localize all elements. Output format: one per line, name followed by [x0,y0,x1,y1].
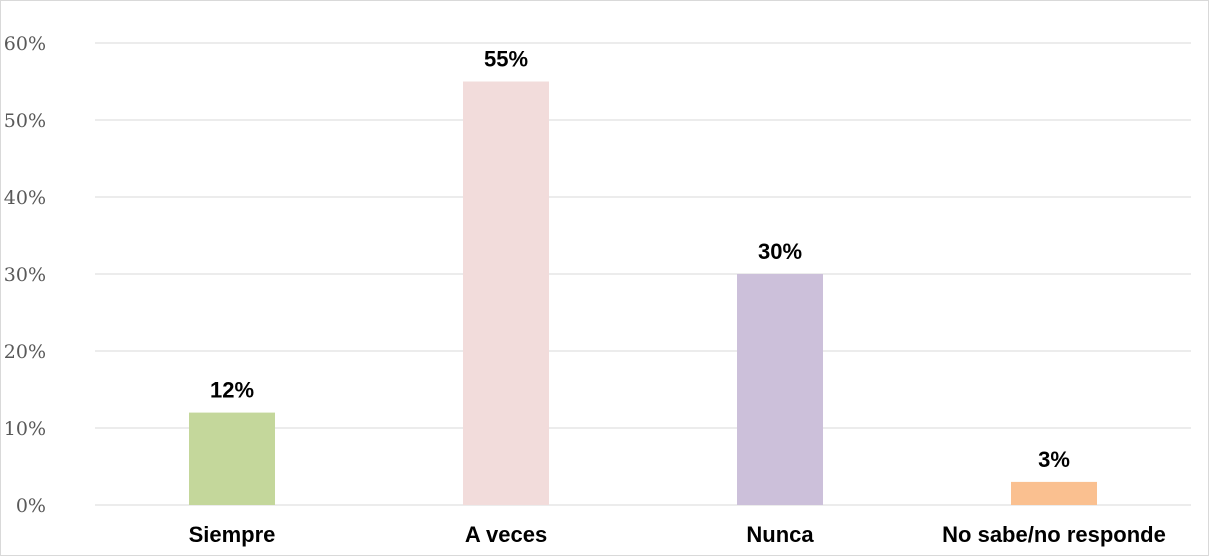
x-axis-category-labels: Siempre A veces Nunca No sabe/no responde [189,522,1166,547]
y-tick-label-30: 30% [4,264,46,286]
y-tick-label-50: 50% [4,110,46,132]
bars [189,81,1097,505]
category-label-3: No sabe/no responde [942,522,1166,547]
y-tick-label-0: 0% [16,495,46,517]
bar-2 [737,274,823,505]
bar-0 [189,412,275,505]
data-labels: 12% 55% 30% 3% [210,47,1070,472]
category-label-2: Nunca [746,522,814,547]
y-tick-label-20: 20% [4,341,46,363]
y-tick-label-60: 60% [4,33,46,55]
y-tick-label-10: 10% [4,418,46,440]
y-tick-label-40: 40% [4,187,46,209]
data-label-0: 12% [210,378,254,403]
y-axis-tick-labels: 0% 10% 20% 30% 40% 50% 60% [4,33,46,517]
category-label-0: Siempre [189,522,276,547]
data-label-1: 55% [484,47,528,72]
bar-1 [463,81,549,505]
data-label-3: 3% [1038,447,1070,472]
gridlines [95,42,1191,506]
category-label-1: A veces [465,522,547,547]
data-label-2: 30% [758,239,802,264]
bar-3 [1011,481,1097,505]
